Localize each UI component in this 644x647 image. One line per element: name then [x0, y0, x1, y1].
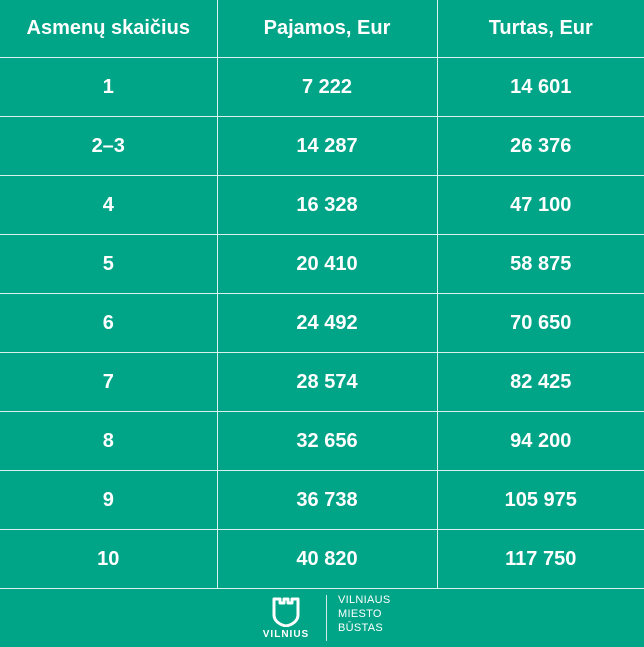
cell-assets: 58 875 [437, 234, 644, 294]
cell-income: 32 656 [217, 411, 438, 471]
logo-divider [326, 595, 327, 641]
cell-income: 14 287 [217, 116, 438, 176]
table-row: 4 16 328 47 100 [0, 175, 644, 235]
header-income: Pajamos, Eur [217, 0, 438, 58]
header-persons: Asmenų skaičius [0, 0, 218, 58]
cell-income: 20 410 [217, 234, 438, 294]
cell-income: 40 820 [217, 529, 438, 589]
cell-assets: 26 376 [437, 116, 644, 176]
table-row: 2–3 14 287 26 376 [0, 116, 644, 176]
cell-persons: 1 [0, 57, 218, 117]
cell-persons: 5 [0, 234, 218, 294]
brand-text: VILNIAUS MIESTO BŪSTAS [338, 593, 391, 635]
cell-persons: 9 [0, 470, 218, 530]
brand-line: MIESTO [338, 608, 382, 620]
income-asset-table: Asmenų skaičius Pajamos, Eur Turtas, Eur… [0, 0, 644, 589]
cell-assets: 117 750 [437, 529, 644, 589]
brand-line: VILNIAUS [338, 594, 391, 606]
cell-persons: 10 [0, 529, 218, 589]
table-row: 5 20 410 58 875 [0, 234, 644, 294]
cell-persons: 7 [0, 352, 218, 412]
cell-assets: 47 100 [437, 175, 644, 235]
vilnius-logo: VILNIUS [250, 597, 322, 643]
cell-assets: 105 975 [437, 470, 644, 530]
table-row: 1 7 222 14 601 [0, 57, 644, 117]
table-row: 10 40 820 117 750 [0, 529, 644, 589]
cell-income: 7 222 [217, 57, 438, 117]
table-row: 9 36 738 105 975 [0, 470, 644, 530]
cell-income: 28 574 [217, 352, 438, 412]
cell-assets: 14 601 [437, 57, 644, 117]
brand-line: BŪSTAS [338, 622, 383, 634]
cell-income: 24 492 [217, 293, 438, 353]
footer: VILNIUS VILNIAUS MIESTO BŪSTAS [0, 591, 644, 647]
tower-icon [272, 597, 300, 627]
table-header-row: Asmenų skaičius Pajamos, Eur Turtas, Eur [0, 0, 644, 58]
cell-persons: 2–3 [0, 116, 218, 176]
cell-assets: 94 200 [437, 411, 644, 471]
table-row: 6 24 492 70 650 [0, 293, 644, 353]
header-assets: Turtas, Eur [437, 0, 644, 58]
cell-persons: 8 [0, 411, 218, 471]
cell-persons: 6 [0, 293, 218, 353]
cell-persons: 4 [0, 175, 218, 235]
cell-assets: 70 650 [437, 293, 644, 353]
table-row: 7 28 574 82 425 [0, 352, 644, 412]
cell-assets: 82 425 [437, 352, 644, 412]
logo-word: VILNIUS [262, 629, 310, 640]
cell-income: 16 328 [217, 175, 438, 235]
table-row: 8 32 656 94 200 [0, 411, 644, 471]
cell-income: 36 738 [217, 470, 438, 530]
